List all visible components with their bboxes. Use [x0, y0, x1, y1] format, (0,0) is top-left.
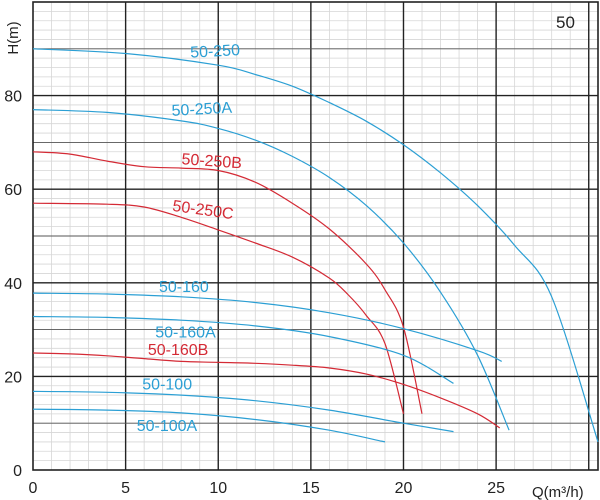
curve-label-50-100A: 50-100A	[137, 418, 198, 435]
tick-labels: 0 5 10 15 20 25 0 20 40 60 80	[4, 89, 505, 497]
curve-50-100	[32, 390, 454, 433]
x-tick-label: 0	[29, 480, 38, 497]
curve-label-50-250B: 50-250B	[181, 151, 243, 172]
curve-50-100A	[32, 408, 386, 443]
curve-50-160	[32, 292, 502, 362]
x-tick-label: 15	[302, 480, 320, 497]
x-axis-label: Q(m³/h)	[532, 484, 584, 500]
y-tick-label: 0	[13, 463, 22, 480]
curve-50-160A	[32, 315, 454, 384]
y-tick-label: 20	[4, 369, 22, 386]
y-tick-label: 80	[4, 89, 22, 106]
curve-50-250A	[32, 109, 510, 431]
curve-label-50-160: 50-160	[159, 279, 209, 296]
y-tick-label: 60	[4, 182, 22, 199]
x-tick-label: 5	[121, 480, 130, 497]
curve-labels: 50-25050-250A50-250B50-250C50-16050-160A…	[137, 42, 243, 435]
curves	[32, 48, 599, 443]
plot-frame	[32, 1, 599, 471]
major-grid	[32, 1, 599, 471]
model-label: 50	[556, 13, 575, 32]
curve-50-250B	[32, 151, 423, 414]
y-tick-label: 40	[4, 276, 22, 293]
y-axis-label: H(m)	[5, 21, 22, 54]
curve-label-50-100: 50-100	[142, 377, 192, 394]
curve-50-160B	[32, 352, 501, 429]
curve-label-50-250A: 50-250A	[171, 100, 233, 120]
curve-50-250	[32, 48, 599, 443]
curve-50-250C	[32, 202, 405, 414]
x-tick-label: 25	[487, 480, 505, 497]
curve-label-50-250: 50-250	[190, 42, 241, 62]
curve-label-50-160B: 50-160B	[148, 342, 209, 359]
curve-label-50-160A: 50-160A	[155, 324, 216, 341]
x-tick-label: 20	[395, 480, 413, 497]
x-tick-label: 10	[209, 480, 227, 497]
